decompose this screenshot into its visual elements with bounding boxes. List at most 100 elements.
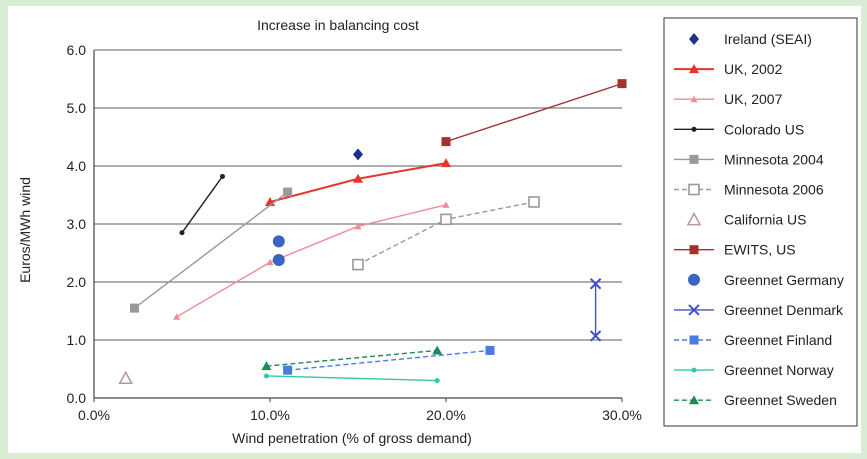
legend-marker [688, 273, 700, 286]
x-tick-label: 30.0% [602, 407, 642, 423]
legend-item-greennet-denmark: Greennet Denmark [674, 302, 844, 318]
data-point [441, 137, 451, 147]
legend-marker [689, 154, 699, 164]
legend-item-uk-2002: UK, 2002 [674, 61, 783, 77]
series-greennet-denmark [589, 278, 602, 342]
series-line [266, 349, 438, 367]
data-point [589, 278, 602, 290]
legend-label: Greennet Sweden [724, 392, 837, 408]
series-ewits-us [441, 79, 627, 147]
chart: 0.0 1.0 2.0 3.0 4.0 5.0 6.0 0.0% 10.0% 20.0% 30.0… [17, 17, 858, 446]
legend-label: EWITS, US [724, 242, 796, 258]
series-line [134, 191, 289, 309]
series-ireland-seai [353, 148, 363, 161]
x-tick-labels: 0.0% 10.0% 20.0% 30.0% [78, 398, 642, 423]
y-tick-label: 6.0 [67, 42, 87, 58]
legend-label: Minnesota 2004 [724, 151, 824, 167]
data-point [118, 370, 133, 385]
legend-label: Greennet Denmark [724, 302, 844, 318]
y-tick-label: 2.0 [67, 274, 87, 290]
data-point [219, 173, 225, 179]
series-line [266, 375, 438, 382]
axes [93, 50, 622, 399]
series-greennet-finland [283, 345, 495, 375]
data-point [263, 373, 269, 379]
series-minnesota-2004 [129, 187, 293, 313]
legend-marker [690, 95, 698, 103]
legend-marker [688, 183, 700, 196]
legend-item-california-us: California US [686, 212, 806, 228]
marker-stroke [589, 278, 602, 290]
series-colorado-us [179, 173, 225, 236]
y-tick-label: 3.0 [67, 216, 87, 232]
y-tick-labels: 0.0 1.0 2.0 3.0 4.0 5.0 6.0 [67, 42, 87, 406]
legend-item-uk-2007: UK, 2007 [674, 91, 783, 107]
chart-title: Increase in balancing cost [257, 17, 419, 33]
series-greennet-norway [263, 373, 440, 384]
series-line [287, 349, 491, 371]
series-greennet-germany [272, 235, 285, 266]
y-tick-label: 5.0 [67, 100, 87, 116]
legend-marker [689, 64, 699, 74]
data-point [589, 330, 602, 342]
legend-label: Colorado US [724, 121, 804, 137]
legend-item-ewits-us: EWITS, US [674, 242, 796, 258]
legend-marker [686, 212, 702, 226]
data-point [354, 222, 362, 230]
legend: Ireland (SEAI) UK, 2002 UK, 2007 Colorado U… [663, 17, 858, 427]
x-tick-label: 0.0% [78, 407, 110, 423]
series-greennet-sweden [261, 345, 443, 371]
legend-marker [691, 126, 697, 132]
series-line [445, 82, 623, 143]
data-point [528, 196, 540, 208]
data-point [129, 303, 139, 313]
data-point [617, 79, 627, 89]
x-axis-label: Wind penetration (% of gross demand) [232, 430, 472, 446]
legend-item-greennet-norway: Greennet Norway [674, 362, 834, 378]
legend-item-greennet-sweden: Greennet Sweden [674, 392, 837, 408]
marker-stroke [688, 304, 700, 316]
y-tick-label: 0.0 [67, 390, 87, 406]
legend-item-minnesota-2004: Minnesota 2004 [674, 151, 824, 167]
legend-marker [689, 245, 699, 255]
legend-item-colorado-us: Colorado US [674, 121, 804, 137]
legend-item-ireland-seai: Ireland (SEAI) [689, 31, 812, 47]
data-point [434, 378, 440, 384]
data-point [283, 187, 293, 197]
marker-stroke [589, 330, 602, 342]
data-point [261, 361, 272, 371]
legend-marker [689, 335, 699, 345]
legend-label: California US [724, 212, 806, 228]
data-point [441, 158, 451, 168]
legend-marker [688, 304, 700, 316]
legend-marker [689, 33, 699, 45]
data-point [179, 230, 185, 236]
data-point [442, 201, 450, 208]
data-point [432, 345, 443, 355]
x-tick-label: 10.0% [250, 407, 290, 423]
legend-marker [691, 367, 697, 373]
data-point [266, 258, 274, 266]
series-uk-2007 [173, 201, 450, 320]
data-point [440, 213, 452, 226]
legend-item-minnesota-2006: Minnesota 2006 [674, 182, 824, 198]
data-point [485, 345, 495, 355]
y-tick-label: 1.0 [67, 332, 87, 348]
legend-item-greennet-germany: Greennet Germany [688, 272, 844, 288]
data-point [173, 313, 181, 320]
chart-frame: 0.0 1.0 2.0 3.0 4.0 5.0 6.0 0.0% 10.0% 20.0% 30.0… [8, 6, 861, 453]
series-layer [118, 79, 627, 385]
series-line [181, 176, 224, 234]
legend-item-greennet-finland: Greennet Finland [674, 332, 832, 348]
legend-label: UK, 2002 [724, 61, 783, 77]
y-axis-label: Euros/MWh wind [17, 177, 33, 283]
series-california-us [118, 370, 133, 385]
legend-label: Minnesota 2006 [724, 182, 824, 198]
legend-label: Ireland (SEAI) [724, 31, 812, 47]
series-uk-2002 [265, 158, 451, 206]
legend-label: Greennet Germany [724, 272, 844, 288]
data-point [352, 258, 364, 271]
series-minnesota-2006 [352, 196, 540, 271]
data-point [353, 148, 363, 161]
data-point [283, 365, 293, 375]
